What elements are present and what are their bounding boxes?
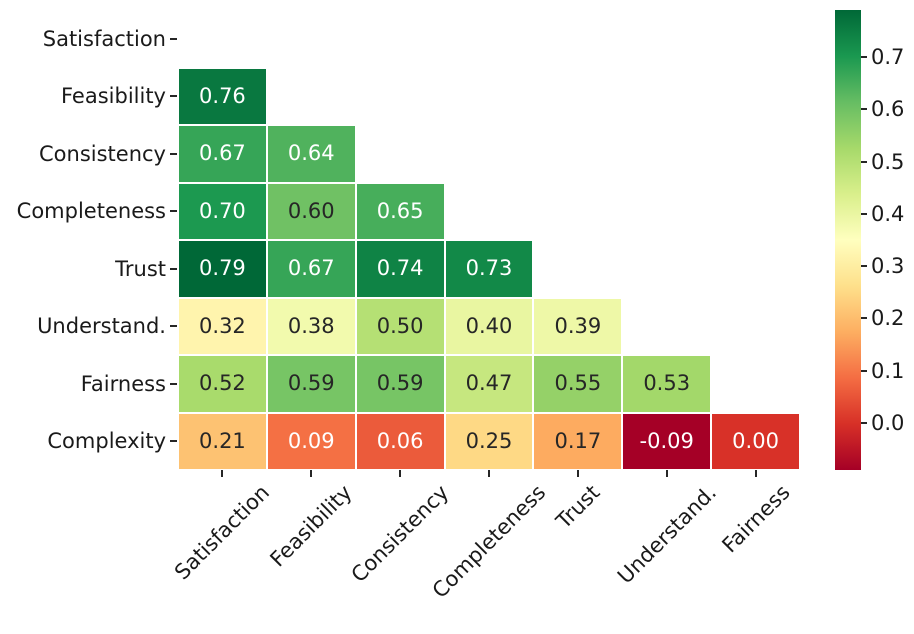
heatmap-cell: 0.53 <box>623 356 711 412</box>
heatmap-cell: 0.67 <box>179 126 266 182</box>
y-axis-tick-mark <box>170 325 177 328</box>
heatmap-cell: 0.32 <box>179 298 266 354</box>
x-axis-tick-label: Satisfaction <box>170 480 275 585</box>
heatmap-cell: 0.00 <box>712 413 799 469</box>
y-axis-tick-mark <box>170 210 177 213</box>
colorbar-tick-label: 0.4 <box>871 201 905 226</box>
y-axis-tick-mark <box>170 267 177 270</box>
colorbar-tick-label: 0.3 <box>871 254 905 279</box>
x-axis-tick-label: Fairness <box>716 480 795 558</box>
y-axis-tick-label: Trust <box>115 256 166 281</box>
colorbar-gradient <box>835 10 861 470</box>
colorbar-tick-label: 0.1 <box>871 358 905 383</box>
y-axis-tick-mark <box>170 37 177 40</box>
y-axis-tick-label: Consistency <box>39 141 166 166</box>
heatmap-cell: 0.59 <box>267 356 355 412</box>
colorbar-tick-label: 0.2 <box>871 306 905 331</box>
heatmap-cell: 0.65 <box>356 183 444 239</box>
heatmap-cell: 0.60 <box>267 183 355 239</box>
colorbar-tick-mark <box>861 317 867 320</box>
y-axis-tick-label: Feasibility <box>61 84 166 109</box>
y-axis-tick-label: Completeness <box>16 199 166 224</box>
y-axis-tick-label: Understand. <box>37 314 166 339</box>
heatmap-cell: 0.50 <box>356 298 444 354</box>
y-axis-tick-mark <box>170 152 177 155</box>
colorbar-tick-label: 0.6 <box>871 97 905 122</box>
x-axis-tick-label: Consistency <box>346 480 454 588</box>
colorbar-tick-mark <box>861 265 867 268</box>
x-axis-tick-mark <box>221 470 224 477</box>
heatmap-cell: 0.21 <box>179 413 266 469</box>
heatmap-cell: 0.52 <box>179 356 266 412</box>
heatmap-cell: 0.25 <box>445 413 533 469</box>
heatmap-cell: 0.39 <box>534 298 622 354</box>
heatmap-cell: 0.40 <box>445 298 533 354</box>
heatmap-cell: 0.55 <box>534 356 622 412</box>
colorbar-tick-mark <box>861 56 867 59</box>
colorbar-tick-mark <box>861 212 867 215</box>
colorbar-tick-label: 0.0 <box>871 410 905 435</box>
heatmap-cell: 0.59 <box>356 356 444 412</box>
x-axis-tick-label: Understand. <box>612 480 721 589</box>
x-axis-tick-label: Trust <box>551 480 605 534</box>
y-axis-tick-label: Satisfaction <box>42 26 166 51</box>
heatmap-cell: 0.76 <box>179 68 266 124</box>
heatmap-cell: 0.73 <box>445 241 533 297</box>
colorbar-tick-mark <box>861 369 867 372</box>
heatmap-cell: -0.09 <box>623 413 711 469</box>
x-axis-tick-label: Feasibility <box>265 480 357 572</box>
heatmap-cell: 0.06 <box>356 413 444 469</box>
heatmap-cell: 0.67 <box>267 241 355 297</box>
colorbar-tick-label: 0.7 <box>871 45 905 70</box>
colorbar-tick-mark <box>861 108 867 111</box>
x-axis-tick-mark <box>310 470 313 477</box>
colorbar-tick-label: 0.5 <box>871 149 905 174</box>
y-axis-tick-mark <box>170 95 177 98</box>
colorbar-tick-mark <box>861 160 867 163</box>
heatmap-cell: 0.09 <box>267 413 355 469</box>
heatmap-cell: 0.47 <box>445 356 533 412</box>
x-axis-tick-mark <box>754 470 757 477</box>
colorbar-tick-mark <box>861 421 867 424</box>
y-axis-tick-label: Complexity <box>47 429 166 454</box>
heatmap-cell: 0.70 <box>179 183 266 239</box>
y-axis-tick-label: Fairness <box>80 371 166 396</box>
heatmap-cell: 0.38 <box>267 298 355 354</box>
heatmap-cell: 0.74 <box>356 241 444 297</box>
x-axis-tick-mark <box>399 470 402 477</box>
heatmap-cell: 0.64 <box>267 126 355 182</box>
y-axis-tick-mark <box>170 382 177 385</box>
y-axis-tick-mark <box>170 440 177 443</box>
x-axis-tick-mark <box>576 470 579 477</box>
heatmap-cell: 0.79 <box>179 241 266 297</box>
x-axis-tick-mark <box>665 470 668 477</box>
x-axis-tick-mark <box>488 470 490 477</box>
heatmap-cell: 0.17 <box>534 413 622 469</box>
